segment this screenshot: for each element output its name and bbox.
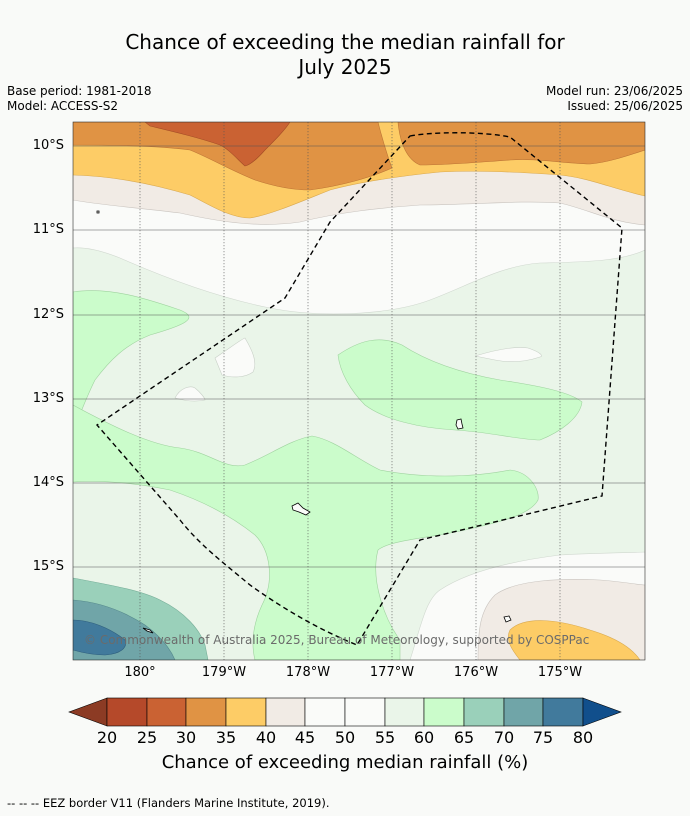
cbar-75-80 (542, 697, 584, 727)
lon-label-179w: 179°W (201, 665, 247, 680)
map-frame (72, 121, 646, 661)
lat-label-11s: 11°S (32, 222, 64, 237)
colorbar (68, 697, 622, 727)
cbar-55-60 (384, 697, 425, 727)
lat-label-12s: 12°S (32, 307, 64, 322)
lat-label-14s: 14°S (32, 475, 64, 490)
lon-label-177w: 177°W (369, 665, 415, 680)
island-2 (291, 502, 311, 516)
region-white-patch-1 (214, 337, 256, 378)
lat-label-15s: 15°S (32, 559, 64, 574)
region-75-80-sw (73, 619, 126, 656)
region-white-patch-3 (474, 347, 542, 362)
meta-left: Base period: 1981-2018 Model: ACCESS-S2 (7, 84, 152, 114)
island-3 (503, 615, 512, 623)
cbar-20-25 (106, 697, 148, 727)
cbar-tick: 50 (334, 728, 356, 747)
cbar-60-65 (423, 697, 465, 727)
meta-right: Model run: 23/06/2025 Issued: 25/06/2025 (546, 84, 683, 114)
lon-label-178w: 178°W (285, 665, 331, 680)
region-white-patch-2 (174, 386, 206, 402)
region-35-40-south (508, 620, 641, 660)
cbar-tick: 25 (136, 728, 158, 747)
lat-label-13s: 13°S (32, 391, 64, 406)
island-5 (96, 210, 100, 214)
eez-border (95, 132, 623, 646)
island-4 (142, 627, 154, 634)
cbar-30-35 (185, 697, 227, 727)
lon-label-175w: 175°W (537, 665, 583, 680)
cbar-50-55 (344, 697, 386, 727)
base-period: Base period: 1981-2018 (7, 84, 152, 98)
cbar-70-75 (503, 697, 544, 727)
cbar-tick: 70 (493, 728, 515, 747)
map-area (73, 122, 645, 660)
cbar-tick: 80 (572, 728, 594, 747)
region-60-65-west (73, 290, 190, 433)
region-60-65-center (337, 339, 583, 441)
cbar-25-30 (146, 697, 187, 727)
cbar-tick: 35 (215, 728, 237, 747)
cbar-tick: 45 (294, 728, 316, 747)
gridlines (73, 122, 645, 660)
model-name: Model: ACCESS-S2 (7, 99, 119, 113)
cbar-tick: 20 (96, 728, 118, 747)
copyright-notice: © Commonwealth of Australia 2025, Bureau… (84, 633, 590, 647)
cbar-tick: 40 (255, 728, 277, 747)
map-title: Chance of exceeding the median rainfall … (0, 30, 690, 80)
title-line-2: July 2025 (298, 55, 392, 79)
island-1 (455, 418, 464, 430)
islands (96, 210, 512, 634)
cbar-tick: 30 (175, 728, 197, 747)
cbar-tick: 60 (413, 728, 435, 747)
region-30-35-ne (397, 122, 645, 166)
cbar-extend-low (68, 697, 108, 727)
cbar-tick: 65 (453, 728, 475, 747)
eez-footnote: -- -- -- EEZ border V11 (Flanders Marine… (7, 796, 330, 810)
cbar-40-45 (265, 697, 306, 727)
cbar-extend-high (582, 697, 622, 727)
cbar-65-70 (463, 697, 505, 727)
cbar-45-50 (304, 697, 346, 727)
lon-label-176w: 176°W (453, 665, 499, 680)
title-line-1: Chance of exceeding the median rainfall … (125, 30, 565, 54)
cbar-35-40 (225, 697, 267, 727)
model-run: Model run: 23/06/2025 (545, 84, 683, 98)
issued-date: Issued: 25/06/2025 (567, 99, 683, 113)
lon-label-180: 180° (124, 665, 156, 680)
lat-label-10s: 10°S (32, 138, 64, 153)
colorbar-label: Chance of exceeding median rainfall (%) (161, 752, 529, 773)
cbar-tick: 75 (532, 728, 554, 747)
region-25-30-north (144, 122, 291, 167)
cbar-tick: 55 (374, 728, 396, 747)
